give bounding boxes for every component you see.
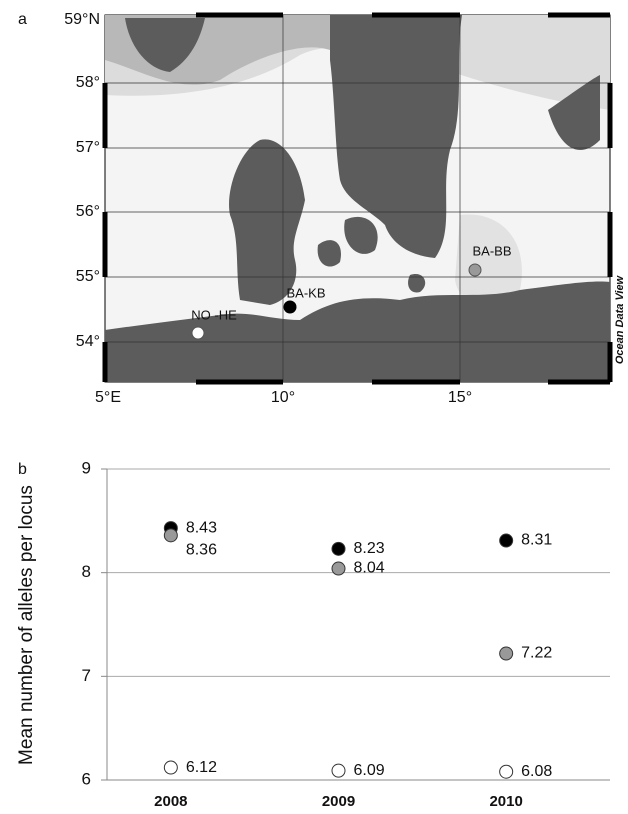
point: [499, 646, 514, 661]
panel-label: a: [18, 11, 27, 28]
point: [331, 561, 346, 576]
y-tick-label: 7: [82, 666, 91, 685]
site-label: BA-KB: [286, 285, 325, 300]
site-marker: [468, 263, 482, 277]
data-label: 8.43: [186, 519, 217, 536]
site-marker: [191, 326, 205, 340]
point: [163, 760, 178, 775]
site-marker: [283, 300, 297, 314]
data-label: 7.22: [521, 645, 552, 662]
data-label: 6.12: [186, 759, 217, 776]
scatter-chart: b Mean number of alleles per locus 6 7 8 9 2…: [16, 458, 610, 810]
site-label: NO -HE: [191, 307, 237, 322]
land: [548, 75, 600, 150]
lat-label: 55°: [76, 268, 100, 285]
y-tick-label: 9: [82, 458, 91, 477]
lat-label: 58°: [76, 74, 100, 91]
lat-label: 57°: [76, 139, 100, 156]
land: [317, 216, 426, 293]
y-tick-label: 8: [82, 562, 91, 581]
land: [105, 281, 610, 382]
point: [499, 764, 514, 779]
panel-label: b: [18, 461, 27, 478]
lat-label: 59°N: [64, 11, 100, 28]
point: [331, 541, 346, 556]
lat-label: 56°: [76, 203, 100, 220]
land: [229, 139, 305, 305]
data-label: 8.23: [354, 540, 385, 557]
x-tick-label: 2008: [154, 793, 187, 810]
x-tick-label: 2010: [489, 793, 522, 810]
lat-label: 54°: [76, 333, 100, 350]
point: [163, 528, 178, 543]
y-axis-label: Mean number of alleles per locus: [16, 485, 37, 765]
map: a 59°N 58° 57° 56° 55° 54° 5°E 10° 15° N…: [18, 11, 626, 406]
y-tick-label: 6: [82, 769, 91, 788]
data-label: 8.36: [186, 542, 217, 559]
data-label: 6.08: [521, 763, 552, 780]
point: [331, 763, 346, 778]
data-label: 8.31: [521, 532, 552, 549]
sea-depth: [455, 214, 522, 309]
lon-label: 5°E: [95, 389, 121, 406]
land: [330, 15, 462, 258]
credit: Ocean Data View: [614, 274, 626, 364]
x-tick-label: 2009: [322, 793, 355, 810]
lon-label: 10°: [271, 389, 295, 406]
point: [499, 533, 514, 548]
data-label: 6.09: [354, 762, 385, 779]
lon-label: 15°: [448, 389, 472, 406]
map-border: [102, 12, 613, 385]
site-label: BA-BB: [472, 243, 511, 258]
land: [125, 18, 205, 72]
data-label: 8.04: [354, 560, 385, 577]
